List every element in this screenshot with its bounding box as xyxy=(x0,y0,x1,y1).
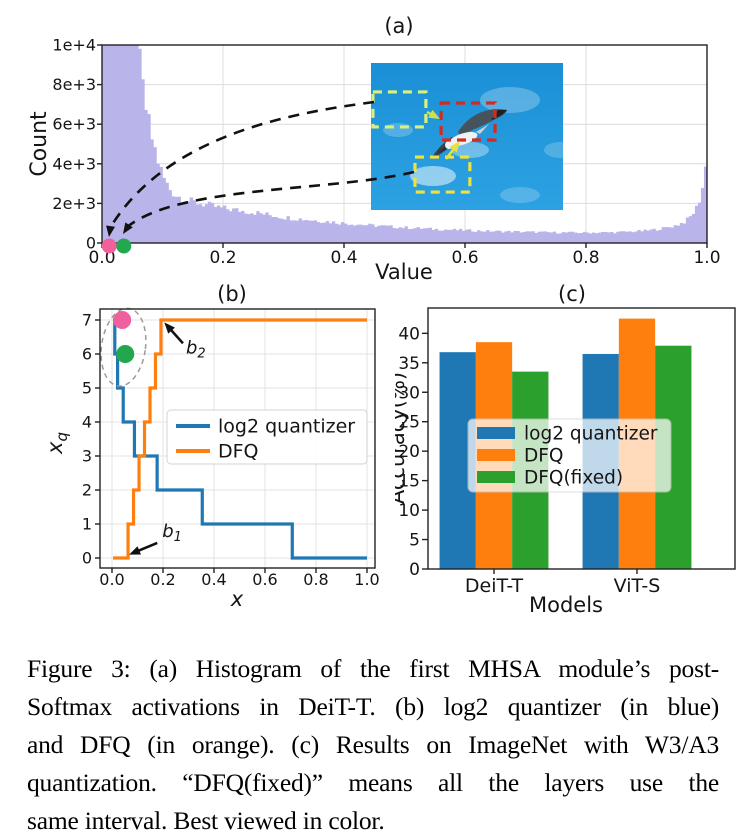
y-tick-label: 40 xyxy=(398,324,420,344)
x-tick-label: 0.0 xyxy=(99,570,124,589)
legend-label: DFQ xyxy=(218,441,259,463)
x-tick-label: 0.8 xyxy=(303,570,328,589)
caption-line: Figure 3: (a) Histogram of the first MHS… xyxy=(27,654,719,683)
x-tick-label: 0.2 xyxy=(150,570,175,589)
x-axis-label: x xyxy=(230,587,244,611)
caption-line: same interval. Best viewed in color. xyxy=(27,806,385,835)
cloud xyxy=(544,142,576,158)
x-axis-label: Value xyxy=(375,260,433,283)
green-dot xyxy=(116,238,132,254)
y-tick-label: 6 xyxy=(82,345,92,364)
x-tick-label: ViT-S xyxy=(614,575,661,597)
curve-to-green-dot-head xyxy=(123,222,133,234)
curve-to-green-dot xyxy=(126,170,415,229)
x-tick-label: 0.6 xyxy=(451,248,478,268)
figure-caption: Figure 3: (a) Histogram of the first MHS… xyxy=(27,650,719,840)
y-tick-label: 1 xyxy=(82,515,92,534)
axes: 0 5 10 15 20 25 30 35 40 DeiT-T ViT-S xyxy=(398,324,660,597)
y-tick-label: 5 xyxy=(82,379,92,398)
step-line-log2-quantizer xyxy=(113,318,367,560)
x-tick-label: 1.0 xyxy=(693,248,720,268)
legend-label: DFQ xyxy=(524,446,563,467)
y-axis-label: Count xyxy=(27,111,52,177)
panel-c-accuracy-bars: 0 5 10 15 20 25 30 35 40 DeiT-T ViT-S (c) Models Accu… xyxy=(395,283,736,615)
y-tick-label: 0 xyxy=(82,549,92,568)
annotation-b2: b2 xyxy=(186,337,206,361)
y-tick-label: 25 xyxy=(398,413,420,433)
x-tick-label: 1.0 xyxy=(354,570,379,589)
y-tick-label: 4e+3 xyxy=(52,154,96,173)
legend-label: log2 quantizer xyxy=(524,424,658,445)
legend: log2 quantizer DFQ xyxy=(166,409,368,465)
annotation-curves xyxy=(106,100,415,237)
caption-line: Softmax activations in DeiT-T. (b) log2 … xyxy=(27,692,719,721)
y-tick-label: 10 xyxy=(398,501,420,521)
background-patch-box xyxy=(371,90,428,129)
y-tick-label: 7 xyxy=(82,311,92,330)
y-axis-label: xq xyxy=(43,432,71,455)
caption-line: and DFQ (in orange). (c) Results on Imag… xyxy=(27,730,719,759)
y-tick-label: 0 xyxy=(409,560,420,580)
x-tick-label: 0.6 xyxy=(252,570,277,589)
caption-line: quantization. “DFQ(fixed)” means all the… xyxy=(27,768,719,797)
plot-frame xyxy=(99,308,376,569)
patch-pointer-arrow-head xyxy=(449,141,460,153)
y-tick-label: 35 xyxy=(398,354,420,374)
legend-swatch xyxy=(477,449,515,461)
panel-a-histogram: 0.0 0.2 0.4 0.6 0.8 1.002e+34e+36e+38e+31e+4(… xyxy=(27,14,721,283)
pink-dot xyxy=(113,311,132,329)
legend-label: log2 quantizer xyxy=(218,416,355,438)
plot-frame xyxy=(427,307,736,570)
x-axis-label: Models xyxy=(529,593,603,615)
y-tick-label: 2 xyxy=(82,481,92,500)
x-tick-label: 0.4 xyxy=(201,570,226,589)
x-tick-label: 0.2 xyxy=(209,248,236,268)
y-tick-label: 8e+3 xyxy=(52,75,96,94)
cloud xyxy=(410,166,456,186)
y-tick-label: 4 xyxy=(82,413,92,432)
plot-frame xyxy=(101,44,708,244)
cloud xyxy=(500,187,540,203)
y-tick-label: 15 xyxy=(398,472,420,492)
cloud xyxy=(383,123,413,137)
x-tick-label: 0.4 xyxy=(330,248,357,268)
patch-pointer-arrow-head xyxy=(428,109,440,119)
y-tick-label: 2e+3 xyxy=(52,194,96,213)
y-axis-label: Accuracy(%) xyxy=(395,372,409,504)
legend-swatch xyxy=(477,471,515,483)
step-line-dfq xyxy=(113,318,367,560)
panel-title: (a) xyxy=(384,14,413,38)
panel-title: (b) xyxy=(217,283,247,306)
legend-label: DFQ(fixed) xyxy=(524,468,623,489)
curve-to-pink-dot xyxy=(108,100,375,229)
y-tick-label: 0 xyxy=(86,234,96,253)
curve-to-pink-dot-head xyxy=(106,225,115,237)
y-tick-label: 1e+4 xyxy=(52,36,96,55)
y-tick-label: 3 xyxy=(82,447,92,466)
inset-photo xyxy=(371,63,576,210)
y-tick-label: 20 xyxy=(398,442,420,462)
green-dot xyxy=(116,345,135,363)
annotation-arrow-b2-head xyxy=(164,322,175,334)
y-tick-label: 6e+3 xyxy=(52,115,96,134)
pink-dot xyxy=(101,238,117,254)
axes: 0.0 0.2 0.4 0.6 0.8 1.0 0 1 2 3 4 5 6 7 xyxy=(82,311,380,590)
x-tick-label: 0.8 xyxy=(572,248,599,268)
cloud xyxy=(451,142,489,158)
annotation-b1: b1 xyxy=(162,521,182,545)
y-tick-label: 30 xyxy=(398,383,420,403)
panel-title: (c) xyxy=(558,283,586,306)
annotation-arrow-b1-head xyxy=(129,546,141,555)
legend-swatch xyxy=(477,427,515,439)
histogram-bars xyxy=(102,45,708,244)
x-tick-label: DeiT-T xyxy=(465,575,524,597)
y-tick-label: 5 xyxy=(409,531,420,551)
cloud xyxy=(480,87,540,113)
